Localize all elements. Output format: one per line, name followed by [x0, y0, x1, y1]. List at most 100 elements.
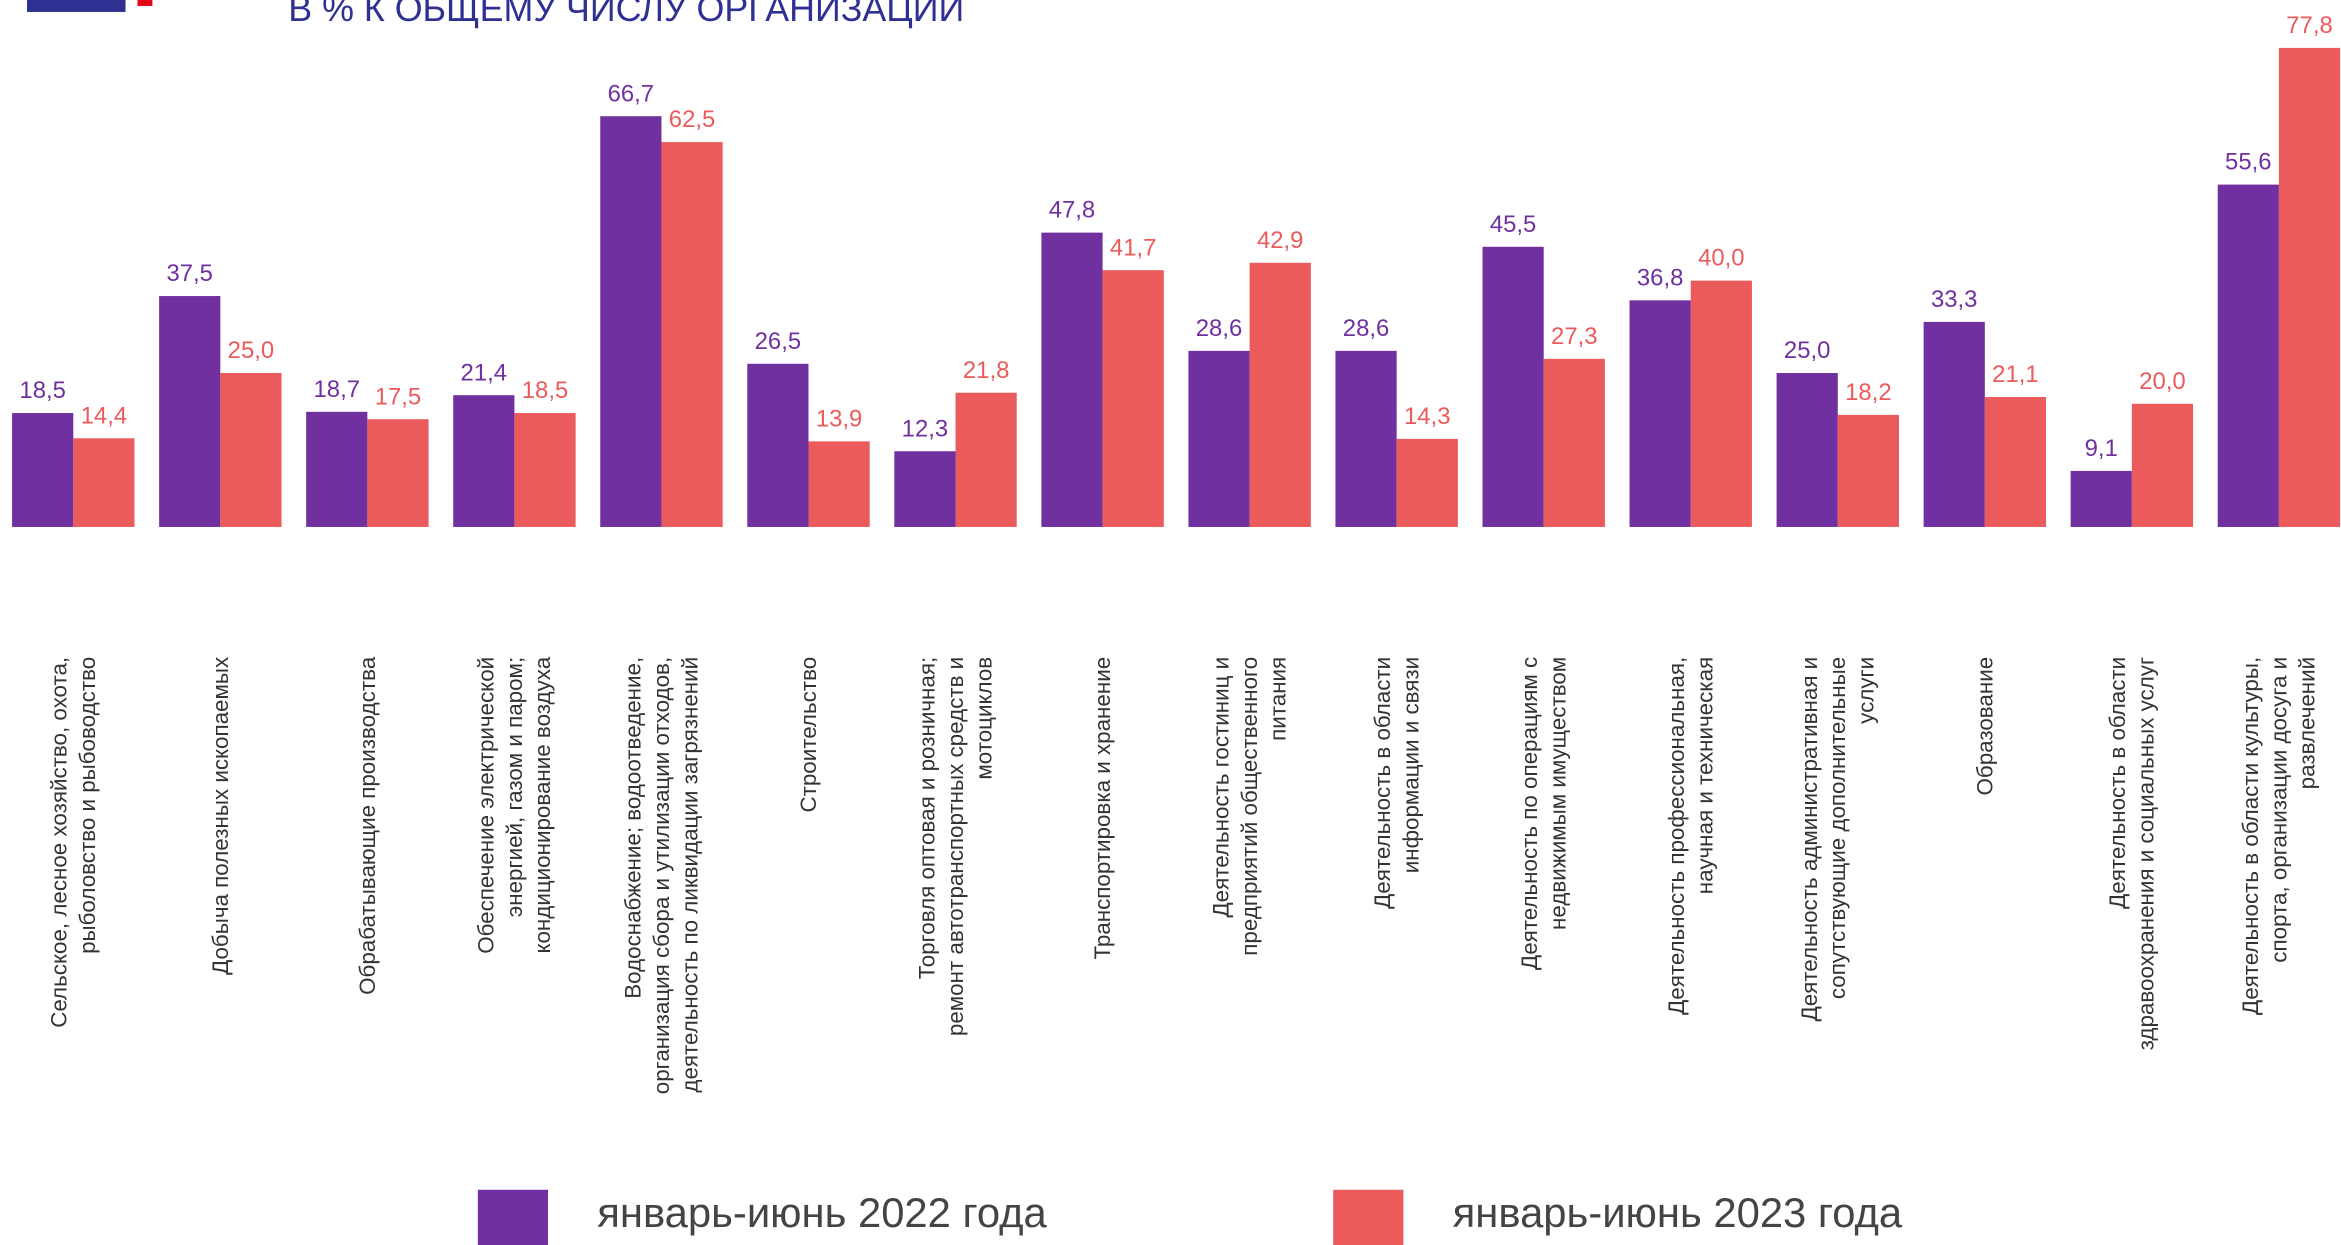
category-label-line: развлечений	[2295, 657, 2320, 789]
category-label: Деятельность гостиниц и предприятий общес…	[1209, 657, 1291, 956]
bar	[1249, 262, 1311, 527]
bar	[2278, 47, 2341, 527]
value-label: 25,0	[228, 337, 274, 364]
bar	[1837, 414, 1899, 527]
category-label-line: ремонт автотранспортных средств и	[943, 657, 968, 1036]
category-label-line: деятельность по ликвидации загрязнений	[677, 657, 702, 1093]
value-label: 17,5	[375, 383, 421, 410]
bar	[1041, 232, 1103, 527]
category-label-line: Строительство	[796, 657, 821, 813]
bar	[661, 142, 723, 527]
legend-swatch	[1333, 1189, 1404, 1245]
legend-label: январь-июнь 2022 года	[597, 1189, 1047, 1236]
value-label: 41,7	[1110, 234, 1156, 261]
bar	[2217, 184, 2279, 527]
category-label: Сельское, лесное хозяйство, охота, рыболо…	[47, 657, 100, 1028]
category-label-line: Торговля оптовая и розничная;	[915, 657, 940, 979]
category-label-line: Деятельность по операциям с	[1517, 657, 1542, 970]
value-label: 18,7	[314, 376, 360, 403]
bar	[1984, 397, 2047, 527]
bar	[955, 392, 1017, 527]
value-label: 21,1	[1992, 361, 2038, 388]
value-label: 45,5	[1490, 211, 1536, 238]
value-label: 47,8	[1049, 197, 1095, 224]
bar	[1188, 350, 1250, 527]
category-label-line: спорта, организации досуга и	[2266, 657, 2291, 963]
category-label-line: организация сбора и утилизации отходов,	[649, 657, 674, 1094]
value-label: 28,6	[1196, 315, 1242, 342]
category-label: Деятельность в области здравоохранения и …	[2105, 657, 2158, 1051]
value-label: 26,5	[755, 328, 801, 355]
logo-accent	[137, 0, 153, 6]
category-label-line: Деятельность административная и	[1797, 657, 1822, 1022]
bar	[894, 451, 956, 527]
value-label: 55,6	[2225, 149, 2271, 176]
value-label: 14,3	[1404, 403, 1450, 430]
value-label: 21,4	[461, 359, 507, 386]
value-label: 25,0	[1784, 337, 1830, 364]
value-label: 42,9	[1257, 227, 1303, 254]
value-label: 18,2	[1845, 379, 1891, 406]
category-label-line: здравоохранения и социальных услуг	[2134, 657, 2159, 1051]
value-label: 37,5	[166, 260, 212, 287]
bar	[1776, 373, 1838, 527]
value-label: 27,3	[1551, 323, 1597, 350]
category-label: Деятельность в области культуры, спорта, …	[2238, 657, 2320, 1015]
category-label-line: Деятельность профессиональная,	[1664, 657, 1689, 1015]
category-label-line: Обрабатывающие производства	[355, 656, 380, 995]
category-label-line: рыболовство и рыбоводство	[75, 657, 100, 954]
bar	[1629, 300, 1691, 527]
value-label: 9,1	[2085, 435, 2118, 462]
value-label: 14,4	[81, 402, 127, 429]
category-label-line: питания	[1265, 657, 1290, 741]
value-label: 13,9	[816, 405, 862, 432]
bar	[1543, 358, 1605, 527]
category-label-line: мотоциклов	[971, 657, 996, 780]
value-label: 12,3	[902, 415, 948, 442]
chart-title: В % К ОБЩЕМУ ЧИСЛУ ОРГАНИЗАЦИЙ	[288, 0, 964, 29]
value-label: 36,8	[1637, 264, 1683, 291]
category-label: Водоснабжение; водоотведение, организация…	[621, 657, 703, 1094]
bar	[12, 413, 74, 527]
bar	[1102, 270, 1164, 527]
bar	[159, 296, 221, 527]
bar	[306, 411, 368, 527]
category-label-line: Водоснабжение; водоотведение,	[621, 657, 646, 999]
category-label: Обеспечение электрической энергией, газом…	[474, 656, 556, 954]
value-label: 40,0	[1698, 245, 1744, 272]
category-label-line: Деятельность в области	[1370, 657, 1395, 909]
category-label-line: сопутствующие дополнительные	[1825, 657, 1850, 999]
legend-label: январь-июнь 2023 года	[1453, 1189, 1903, 1236]
bar	[2070, 470, 2132, 527]
bar	[2131, 403, 2194, 527]
category-label-line: Образование	[1972, 657, 1997, 796]
logo	[27, 0, 126, 12]
category-label-line: Обеспечение электрической	[474, 657, 499, 954]
bar	[514, 413, 576, 527]
value-label: 62,5	[669, 106, 715, 133]
category-label-line: энергией, газом и паром;	[502, 657, 527, 917]
value-label: 20,0	[2139, 368, 2185, 395]
bar	[453, 395, 515, 527]
category-label: Торговля оптовая и розничная; ремонт авто…	[915, 657, 997, 1036]
bar	[808, 441, 870, 527]
category-label-line: Деятельность в области культуры,	[2238, 657, 2263, 1015]
bar	[1690, 280, 1752, 527]
legend-swatch	[477, 1189, 548, 1245]
category-label-line: недвижимым имуществом	[1545, 657, 1570, 930]
category-label: Деятельность по операциям с недвижимым им…	[1517, 657, 1570, 970]
category-label-line: Транспортировка и хранение	[1090, 657, 1115, 960]
value-label: 33,3	[1931, 286, 1977, 313]
category-label: Добыча полезных ископаемых	[208, 657, 233, 975]
category-label: Деятельность административная и сопутству…	[1797, 657, 1879, 1022]
bar	[367, 419, 429, 527]
category-label-line: научная и техническая	[1692, 657, 1717, 894]
category-label-line: предприятий общественного	[1237, 657, 1262, 956]
bar	[1923, 321, 1985, 527]
bar	[1335, 350, 1397, 527]
category-label: Строительство	[796, 657, 821, 813]
value-label: 18,5	[19, 377, 65, 404]
category-label-line: Добыча полезных ископаемых	[208, 657, 233, 975]
